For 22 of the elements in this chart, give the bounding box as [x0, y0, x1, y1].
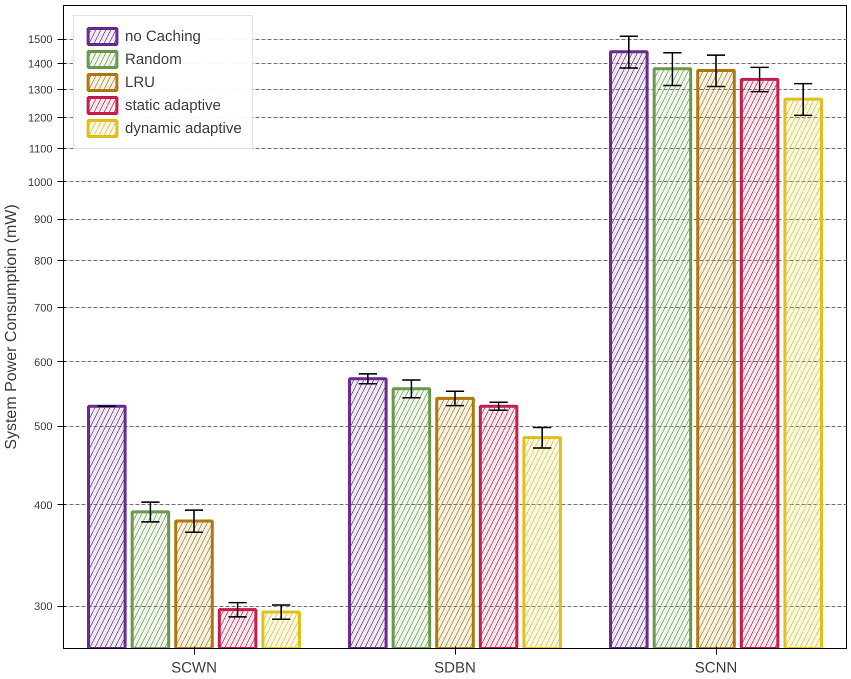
legend-label: dynamic adaptive	[125, 120, 242, 136]
x-tick-label: SCWN	[171, 660, 217, 676]
y-tick-label: 300	[34, 601, 53, 614]
y-tick-label: 500	[34, 421, 53, 434]
y-tick-label: 800	[34, 256, 53, 268]
y-tick-label: 1200	[28, 112, 53, 125]
y-tick-label: 1100	[28, 143, 52, 156]
y-tick-label: 700	[34, 302, 53, 315]
y-tick-label: 1500	[28, 34, 53, 46]
legend-label: LRU	[125, 74, 156, 90]
legend-label: static adaptive	[125, 96, 221, 114]
y-axis-title: System Power Consumption (mW)	[3, 204, 20, 450]
y-tick-label: 1400	[28, 58, 53, 70]
y-tick-label: 1300	[28, 84, 53, 96]
x-tick-label: SDBN	[434, 660, 476, 676]
y-tick-label: 600	[34, 356, 53, 369]
legend-label: no Caching	[125, 28, 201, 44]
y-tick-label: 400	[34, 500, 53, 512]
y-tick-label: 900	[34, 214, 53, 226]
x-tick-label: SCNN	[694, 660, 738, 676]
y-tick-label: 1000	[28, 176, 53, 189]
legend-label: Random	[125, 50, 182, 68]
